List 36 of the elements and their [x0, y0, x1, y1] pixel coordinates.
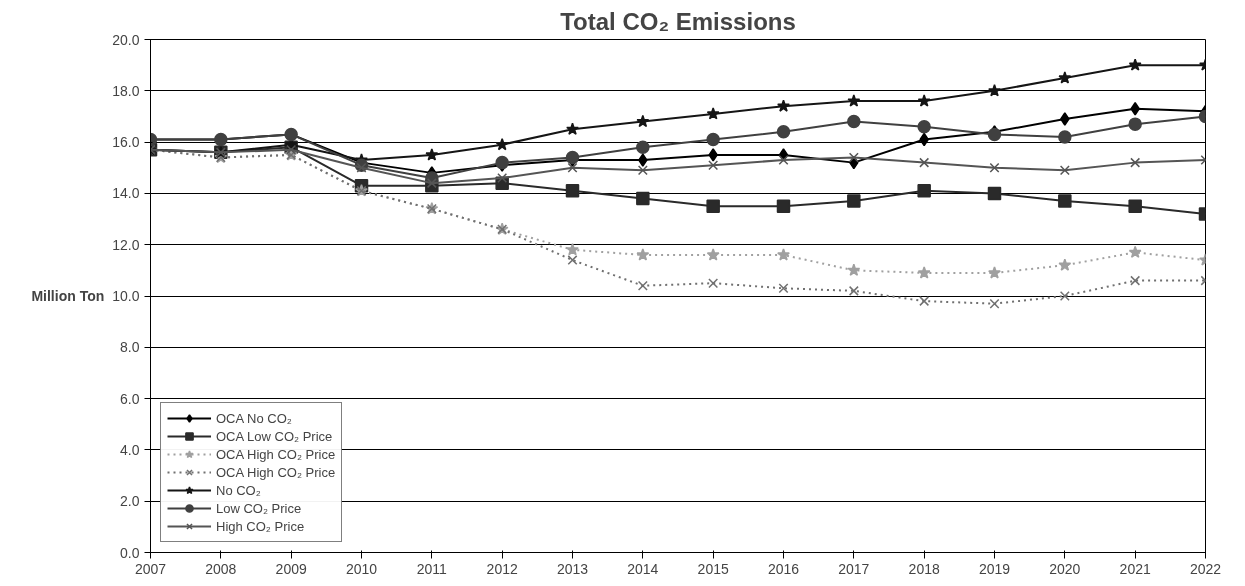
- x-tick-label: 2018: [908, 560, 940, 577]
- x-tick-label: 2015: [697, 560, 729, 577]
- y-tick-label: 18.0: [112, 82, 140, 99]
- y-tick-label: 4.0: [120, 441, 140, 458]
- x-tick-label: 2014: [627, 560, 659, 577]
- y-tick-label: 10.0: [112, 288, 140, 304]
- y-tick-label: 6.0: [120, 390, 140, 407]
- x-tick-label: 2019: [978, 560, 1011, 577]
- y-tick-label: 16.0: [112, 134, 140, 151]
- x-tick-label: 2022: [1189, 560, 1222, 577]
- x-tick-label: 2010: [345, 560, 378, 577]
- x-tick-label: 2016: [767, 560, 800, 577]
- legend-label: OCA Low CO₂ Price: [216, 427, 333, 445]
- chart-title: Total CO₂ Emissions: [560, 7, 796, 35]
- legend-label: OCA High CO₂ Price: [216, 445, 336, 463]
- y-tick-label: 20.0: [112, 31, 140, 48]
- x-tick-label: 2008: [205, 560, 237, 577]
- legend-label: High CO₂ Price: [216, 517, 305, 535]
- legend-label: OCA No CO₂: [216, 409, 292, 427]
- x-tick-label: 2020: [1049, 560, 1081, 577]
- x-tick-label: 2011: [416, 560, 448, 577]
- y-tick-label: 0.0: [120, 544, 140, 561]
- x-tick-label: 2012: [486, 560, 518, 577]
- y-tick-label: 14.0: [112, 185, 140, 202]
- legend-label: No CO₂: [216, 481, 261, 499]
- y-axis-title: Million Ton: [31, 288, 105, 304]
- x-tick-label: 2021: [1119, 560, 1151, 577]
- y-tick-label: 2.0: [120, 493, 140, 510]
- y-tick-label: 8.0: [120, 339, 140, 356]
- x-tick-label: 2013: [556, 560, 589, 577]
- x-tick-label: 2009: [275, 560, 307, 577]
- x-tick-label: 2007: [134, 560, 167, 577]
- y-tick-label: 12.0: [112, 236, 140, 253]
- legend-label: OCA High CO₂ Price: [216, 463, 336, 481]
- x-tick-label: 2017: [838, 560, 870, 577]
- legend-label: Low CO₂ Price: [216, 499, 302, 517]
